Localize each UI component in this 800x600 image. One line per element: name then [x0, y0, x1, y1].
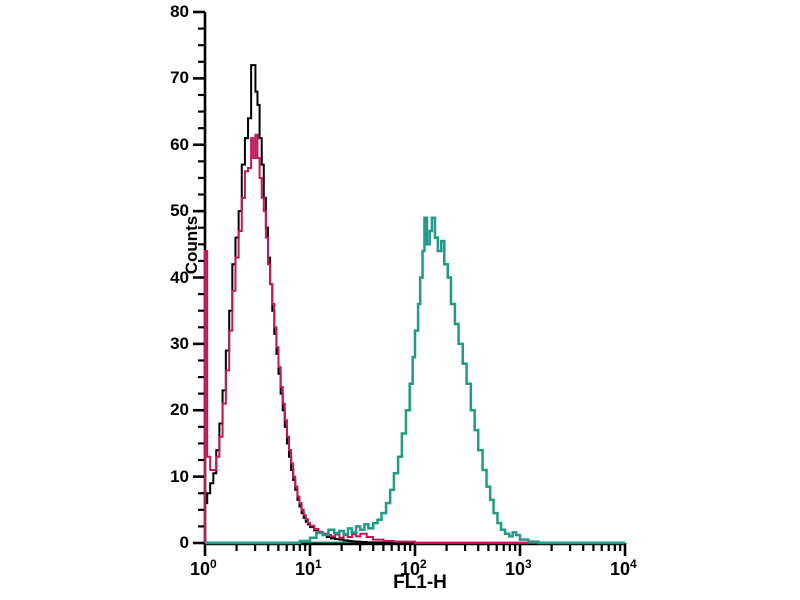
x-axis-title: FL1-H [393, 572, 447, 593]
y-tick-label: 60 [170, 134, 189, 154]
series-antibody-stained-teal [205, 216, 625, 545]
y-tick-label: 10 [170, 466, 189, 486]
x-tick-label: 103 [505, 557, 532, 579]
x-tick-label: 104 [610, 557, 637, 579]
x-tick-label: 101 [295, 557, 322, 579]
y-tick-label: 20 [170, 400, 189, 420]
y-tick-label: 0 [179, 533, 189, 552]
y-tick-label: 30 [170, 333, 189, 353]
y-tick-label: 50 [170, 201, 189, 221]
y-tick-label: 80 [170, 2, 189, 21]
x-tick-label: 100 [190, 557, 217, 579]
data-series-group [204, 64, 625, 545]
y-tick-label: 40 [170, 267, 189, 287]
y-tick-label: 70 [170, 68, 189, 88]
x-tick-label: 102 [400, 557, 427, 579]
series-isotype-control-magenta [204, 133, 625, 544]
